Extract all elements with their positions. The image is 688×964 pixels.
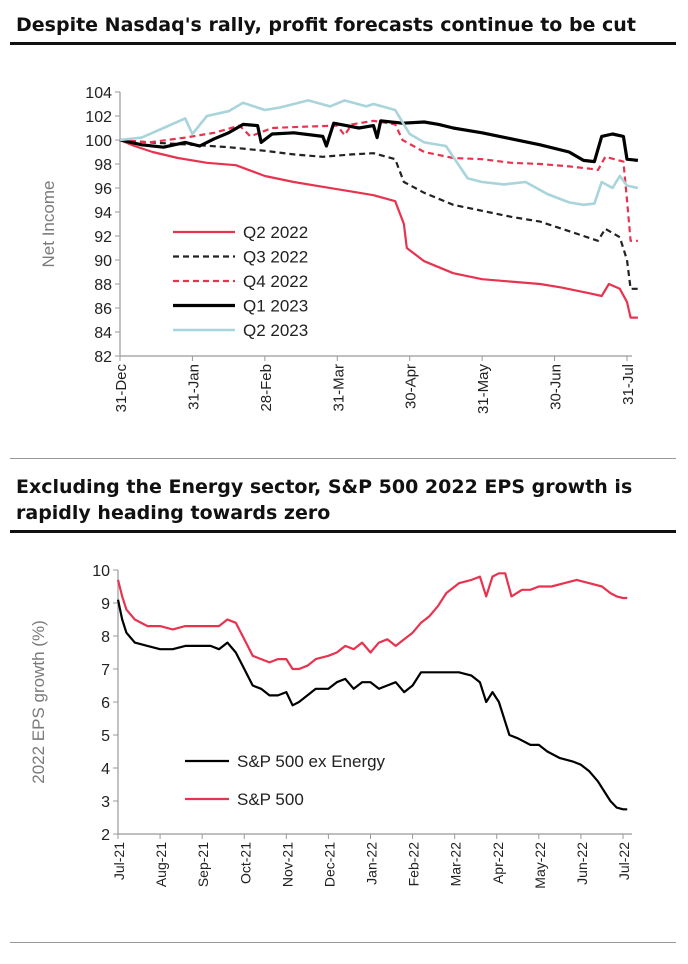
y-tick-label: 90 [94,253,112,270]
x-tick-label: May-22 [532,842,548,889]
y-tick-label: 2 [101,827,110,844]
x-tick-label: Jan-22 [364,842,380,885]
x-tick-label: 31-Jan [185,364,202,410]
y-tick-label: 7 [101,662,110,679]
x-tick-label: Apr-22 [490,842,506,884]
x-tick-label: Aug-21 [153,842,169,887]
y-tick-label: 96 [94,181,112,198]
y-axis-label: Net Income [39,181,58,268]
x-tick-label: Oct-21 [237,842,253,884]
y-tick-label: 102 [85,109,112,126]
chart2-title: Excluding the Energy sector, S&P 500 202… [16,476,633,524]
y-tick-label: 100 [85,133,112,150]
y-tick-label: 6 [101,695,110,712]
x-tick-label: 31-Jul [620,364,637,405]
series-line-q2-2023 [119,99,639,207]
x-tick-label: Dec-21 [321,842,337,887]
chart2-bottom-rule [10,942,676,943]
chart1-title-rule [10,42,676,45]
y-tick-label: 88 [94,277,112,294]
series-line-q1-2023 [119,119,639,164]
y-tick-label: 5 [101,728,110,745]
legend-label: Q1 2023 [243,297,308,316]
y-tick-label: 104 [85,85,112,102]
legend-label: Q2 2023 [243,321,308,340]
x-tick-label: Nov-21 [279,842,295,887]
series-line-s-p-500-ex-energy [116,599,628,811]
x-tick-label: Mar-22 [448,842,464,887]
x-tick-label: 31-Dec [113,364,130,413]
y-tick-label: 3 [101,794,110,811]
y-tick-label: 92 [94,229,112,246]
legend-label: Q3 2022 [243,248,308,267]
x-tick-label: Feb-22 [406,842,422,887]
y-tick-label: 84 [94,325,112,342]
chart1-title: Despite Nasdaq's rally, profit forecasts… [16,14,636,36]
x-tick-label: Jun-22 [574,842,590,885]
chart1-bottom-rule [10,458,676,459]
x-tick-label: Jul-22 [616,842,632,880]
x-tick-label: Jul-21 [111,842,127,880]
y-tick-label: 98 [94,157,112,174]
y-tick-label: 86 [94,301,112,318]
y-tick-label: 4 [101,761,110,778]
series-line-q3-2022 [119,138,638,290]
x-tick-label: 30-Apr [403,364,420,409]
legend-label: Q2 2022 [243,223,308,242]
y-tick-label: 8 [101,629,110,646]
chart2-title-rule [10,530,676,533]
x-tick-label: 30-Jun [548,364,565,410]
y-tick-label: 82 [94,349,112,366]
x-tick-label: 31-Mar [330,364,347,412]
y-tick-label: 10 [92,563,110,580]
series-line-q2-2022 [119,138,638,319]
y-tick-label: 9 [101,596,110,613]
legend-label: S&P 500 [237,790,304,809]
x-tick-label: 28-Feb [258,364,275,412]
legend-label: S&P 500 ex Energy [237,752,386,771]
x-tick-label: Sep-21 [195,842,211,887]
legend-label: Q4 2022 [243,272,308,291]
y-tick-label: 94 [94,205,112,222]
series-line-q4-2022 [119,119,638,242]
x-tick-label: 31-May [475,364,492,415]
chart1-plot: 82 84 86 88 90 92 94 96 98 100 102 104 31-Dec 31-Jan 2… [39,85,639,415]
series-line-s-p-500 [116,572,628,671]
y-axis-label: 2022 EPS growth (%) [29,620,48,783]
